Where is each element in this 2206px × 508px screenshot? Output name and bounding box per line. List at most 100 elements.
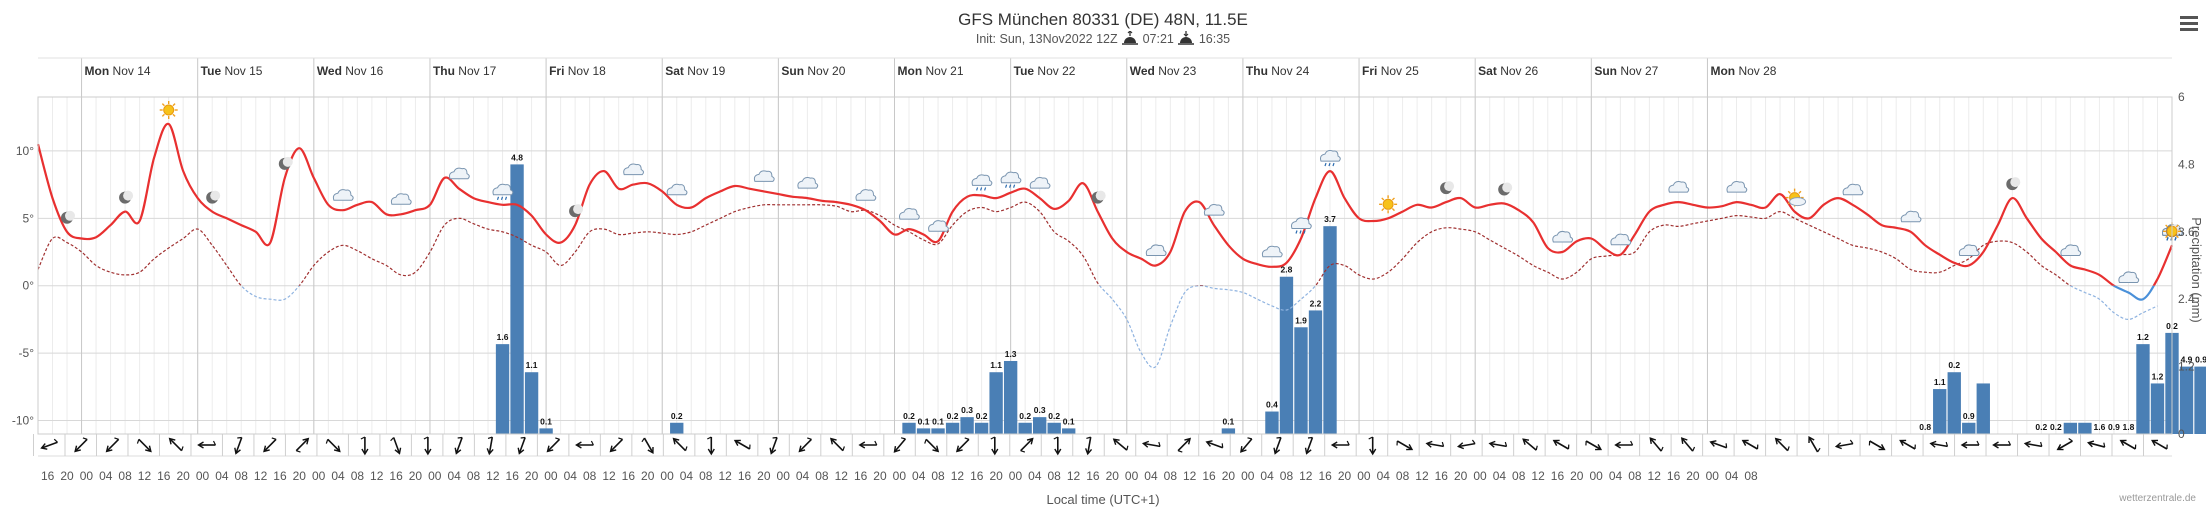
wind-arrow-icon xyxy=(1304,436,1314,455)
x-tick-label: 20 xyxy=(176,469,190,483)
x-tick-label: 08 xyxy=(1744,469,1758,483)
wind-arrow-icon xyxy=(1774,437,1790,452)
precip-bar xyxy=(1265,411,1279,434)
x-tick-label: 12 xyxy=(486,469,500,483)
init-time: Init: Sun, 13Nov2022 12Z xyxy=(975,32,1118,46)
day-label-date: Nov 14 xyxy=(113,64,151,78)
x-tick-label: 00 xyxy=(893,469,907,483)
wind-arrow-icon xyxy=(769,436,778,455)
x-tick-label: 12 xyxy=(1067,469,1081,483)
wind-arrow-icon xyxy=(1020,437,1034,453)
precip-bar xyxy=(495,344,510,434)
x-tick-label: 04 xyxy=(1260,469,1274,483)
x-tick-label: 16 xyxy=(1667,469,1681,483)
precip-bar-label: 1.1 xyxy=(1934,377,1946,387)
day-label: Mon Nov 21 xyxy=(898,64,964,78)
x-tick-label: 00 xyxy=(544,469,558,483)
x-tick-label: 04 xyxy=(680,469,694,483)
precip-bar xyxy=(2194,366,2206,434)
cloud-icon xyxy=(449,167,470,180)
moon-icon xyxy=(1091,190,1106,204)
x-tick-label: 12 xyxy=(835,469,849,483)
x-tick-label: 00 xyxy=(1706,469,1720,483)
precip-bar xyxy=(539,428,553,434)
x-tick-label: 08 xyxy=(235,469,249,483)
wind-arrow-icon xyxy=(1614,440,1634,449)
menu-button[interactable] xyxy=(2180,16,2198,32)
wind-arrow-icon xyxy=(486,436,494,456)
y-tick-label-right: 4.8 xyxy=(2178,157,2195,171)
wind-arrow-icon xyxy=(1425,440,1445,448)
dewpoint-line xyxy=(37,201,2072,286)
x-tick-label: 16 xyxy=(506,469,520,483)
precip-bar-label: 0.1 xyxy=(540,416,552,426)
wind-arrow-icon xyxy=(1741,439,1759,450)
moon-icon xyxy=(278,156,293,170)
cloud-icon xyxy=(1203,204,1225,216)
x-tick-label: 12 xyxy=(1531,469,1545,483)
wind-arrow-icon xyxy=(955,437,970,453)
x-tick-label: 20 xyxy=(757,469,771,483)
wind-arrow-icon xyxy=(295,437,310,453)
cloud-icon xyxy=(797,177,819,189)
day-label-date: Nov 25 xyxy=(1381,64,1419,78)
precip-bar-label: 0.2 xyxy=(947,411,959,421)
sunset-icon xyxy=(1178,31,1195,45)
x-tick-label: 04 xyxy=(331,469,345,483)
precip-bar-label: 2.2 xyxy=(1310,298,1322,308)
precip-bar-label: 0.3 xyxy=(961,405,973,415)
precip-bar-label: 1.8 xyxy=(2123,422,2135,432)
day-label-weekday: Sun xyxy=(781,64,807,78)
cloud-icon xyxy=(1145,244,1167,256)
x-tick-label: 16 xyxy=(157,469,171,483)
x-tick-label: 08 xyxy=(118,469,132,483)
day-label-date: Nov 27 xyxy=(1620,64,1658,78)
precip-bar xyxy=(2063,422,2078,434)
x-tick-label: 20 xyxy=(1686,469,1700,483)
wind-arrow-icon xyxy=(234,436,243,455)
cloud-icon xyxy=(1029,177,1051,189)
wind-arrow-icon xyxy=(2151,439,2168,450)
precip-bar xyxy=(2150,383,2165,434)
wind-arrow-icon xyxy=(1709,440,1728,449)
x-tick-label: 16 xyxy=(1551,469,1565,483)
wind-arrow-icon xyxy=(360,436,369,456)
day-label-date: Nov 17 xyxy=(458,64,496,78)
wind-arrow-icon xyxy=(2023,440,2043,448)
sunrise-icon xyxy=(1122,31,1139,45)
credits: wetterzentrale.de xyxy=(2119,493,2196,504)
day-label: Thu Nov 17 xyxy=(433,64,497,78)
day-label-date: Nov 15 xyxy=(224,64,262,78)
wind-arrow-icon xyxy=(390,437,402,455)
x-tick-label: 04 xyxy=(1144,469,1158,483)
day-label: Thu Nov 24 xyxy=(1246,64,1310,78)
y-tick-label-right: 1.2 xyxy=(2178,360,2195,374)
precip-bar xyxy=(1933,389,1947,434)
cloud-icon xyxy=(855,189,877,201)
wind-arrow-icon xyxy=(454,436,463,455)
x-tick-label: 16 xyxy=(273,469,287,483)
x-tick-label: 16 xyxy=(1318,469,1332,483)
wind-arrow-icon xyxy=(1585,440,1603,451)
y-tick-label-left: 10° xyxy=(16,144,34,158)
cloud-icon xyxy=(753,170,775,182)
precip-bar xyxy=(2136,344,2150,434)
x-tick-label: 20 xyxy=(641,469,655,483)
wind-arrow-icon xyxy=(798,437,813,453)
day-label-date: Nov 24 xyxy=(1271,64,1309,78)
precip-bar xyxy=(510,164,524,434)
precip-bar xyxy=(1003,360,1018,434)
y-tick-label-right: 6 xyxy=(2178,90,2185,104)
wind-arrow-icon xyxy=(1177,437,1192,453)
x-tick-label: 20 xyxy=(525,469,539,483)
precip-bar xyxy=(1962,422,1976,434)
wind-arrow-icon xyxy=(990,436,999,456)
cloud-icon xyxy=(1958,244,1980,256)
day-label-date: Nov 16 xyxy=(345,64,383,78)
day-label-date: Nov 22 xyxy=(1037,64,1075,78)
y-tick-label-right: 2.4 xyxy=(2178,292,2195,306)
x-tick-label: 00 xyxy=(1473,469,1487,483)
x-tick-label: 20 xyxy=(293,469,307,483)
precip-bar-label: 1.1 xyxy=(990,360,1002,370)
x-tick-label: 08 xyxy=(1512,469,1526,483)
